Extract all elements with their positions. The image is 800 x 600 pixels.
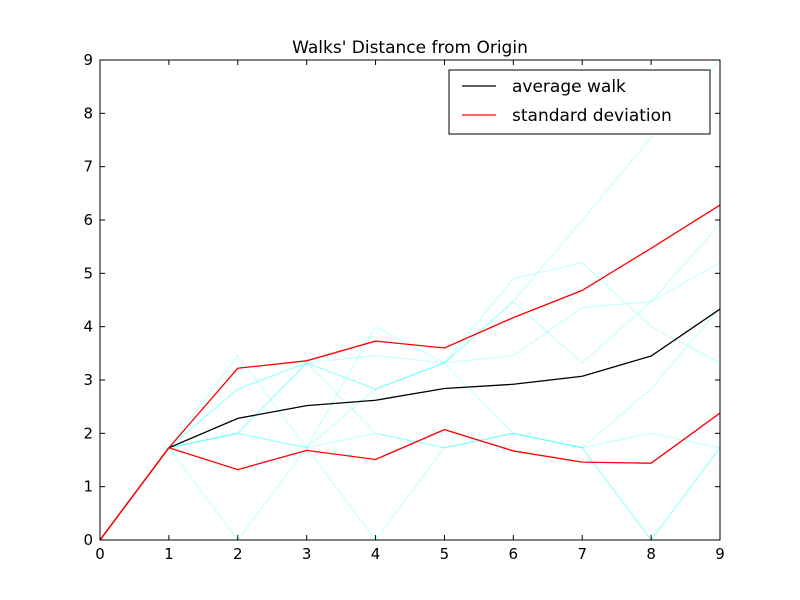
legend-label-average-walk: average walk [512,77,626,97]
x-tick-label-6: 6 [509,545,519,563]
legend-box [448,69,711,135]
ticks-layer: 0 1 2 3 4 5 6 7 8 9 0 1 2 3 4 5 6 7 8 9 [83,51,724,563]
chart-title: Walks' Distance from Origin [292,38,528,58]
walk-line-3 [99,354,721,541]
y-tick-label-0: 0 [83,531,93,549]
x-tick-label-3: 3 [302,545,312,563]
average-walk-line [99,308,721,541]
walk-line-7 [99,362,721,542]
y-tick-label-3: 3 [83,371,93,389]
y-tick-label-8: 8 [83,104,93,122]
walk-line-6 [99,307,721,541]
x-tick-label-4: 4 [371,545,381,563]
x-tick-label-1: 1 [164,545,174,563]
y-tick-label-4: 4 [83,318,93,336]
x-tick-label-8: 8 [646,545,656,563]
walk-line-1 [99,262,721,541]
legend: average walk standard deviation [448,69,711,135]
y-tick-label-9: 9 [83,51,93,69]
y-tick-label-5: 5 [83,264,93,282]
x-tick-label-2: 2 [233,545,243,563]
x-tick-label-5: 5 [440,545,450,563]
walk-line-2 [99,432,721,542]
y-tick-label-6: 6 [83,211,93,229]
walk-line-0 [99,262,721,541]
std-dev-upper-line [99,204,721,541]
x-tick-label-7: 7 [577,545,587,563]
series-layer [99,204,721,541]
x-tick-label-9: 9 [715,545,725,563]
y-tick-label-7: 7 [83,158,93,176]
std-dev-lower-line [99,412,721,541]
walk-line-4 [99,223,721,541]
x-tick-label-0: 0 [95,545,105,563]
y-tick-label-2: 2 [83,424,93,442]
y-tick-label-1: 1 [83,478,93,496]
plot-frame [99,59,721,541]
legend-label-standard-deviation: standard deviation [512,106,672,126]
